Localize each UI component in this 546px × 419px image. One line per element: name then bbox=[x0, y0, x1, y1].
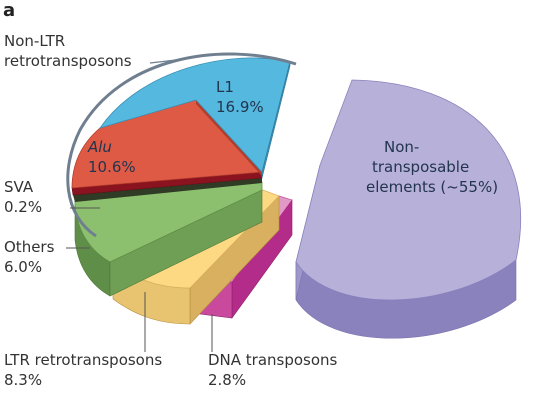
others-name: Others bbox=[4, 238, 55, 256]
dna-value: 2.8% bbox=[208, 371, 246, 389]
ltr-name: LTR retrotransposons bbox=[4, 351, 162, 369]
slice-l1-side bbox=[261, 61, 291, 179]
sva-value: 0.2% bbox=[4, 198, 42, 216]
sva-name: SVA bbox=[4, 178, 34, 196]
alu-value: 10.6% bbox=[88, 158, 136, 176]
slice-nontransposable bbox=[295, 79, 521, 339]
nontransposable-line2: transposable bbox=[372, 158, 469, 176]
ltr-value: 8.3% bbox=[4, 371, 42, 389]
nontransposable-line3: elements (~55%) bbox=[366, 178, 498, 196]
l1-value: 16.9% bbox=[216, 98, 264, 116]
separator-band bbox=[73, 178, 262, 202]
nontransposable-line1: Non- bbox=[384, 138, 419, 156]
slice-nontransposable-top bbox=[295, 79, 521, 301]
l1-name: L1 bbox=[216, 78, 234, 96]
group-label-line1: Non-LTR bbox=[4, 32, 65, 50]
alu-name: Alu bbox=[87, 138, 112, 156]
group-label-leader bbox=[149, 59, 177, 64]
pie-top bbox=[71, 57, 291, 263]
dna-name: DNA transposons bbox=[208, 351, 338, 369]
slice-alu-front bbox=[196, 100, 262, 176]
others-value: 6.0% bbox=[4, 258, 42, 276]
group-label-line2: retrotransposons bbox=[4, 52, 132, 70]
group-arc bbox=[66, 52, 297, 238]
panel-label: a bbox=[3, 0, 15, 21]
